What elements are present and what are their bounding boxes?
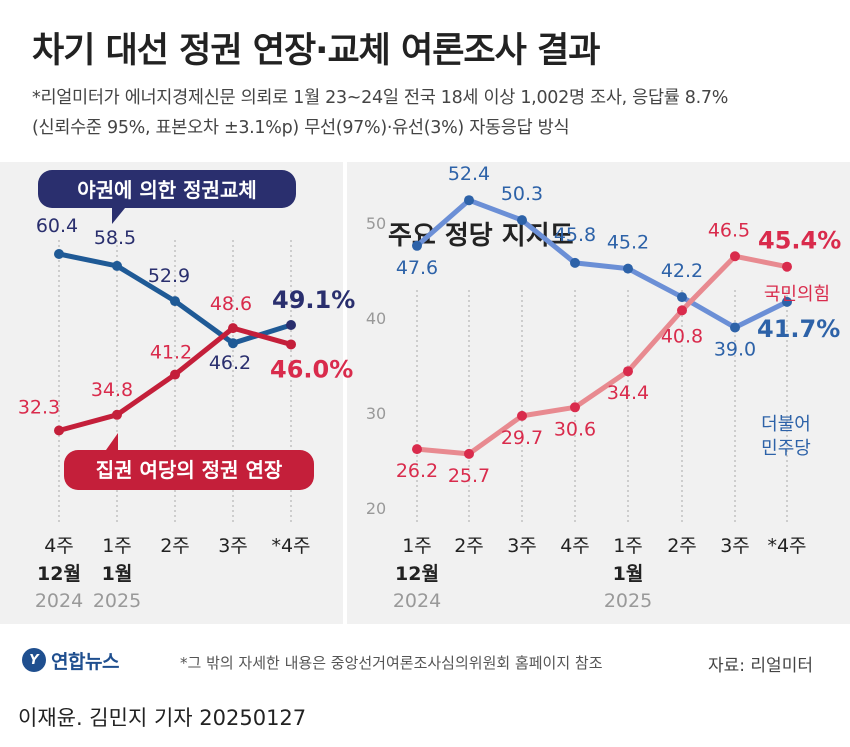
survey-note-line2: (신뢰수준 95%, 표본오차 ±3.1%p) 무선(97%)·유선(3%) 자… — [32, 118, 570, 138]
credit-line: 이재윤. 김민지 기자 20250127 — [18, 706, 307, 730]
yonhap-logo-mark: Y — [22, 648, 46, 672]
footer-note: *그 밖의 자세한 내용은 중앙선거여론조사심의위원회 홈페이지 참조 — [180, 654, 603, 672]
yonhap-logo: Y 연합뉴스 — [22, 646, 119, 674]
right-chart-panel — [347, 162, 850, 624]
page-title: 차기 대선 정권 연장·교체 여론조사 결과 — [32, 31, 600, 71]
source-label: 자료: 리얼미터 — [708, 656, 813, 676]
survey-note-line1: *리얼미터가 에너지경제신문 의뢰로 1월 23~24일 전국 18세 이상 1… — [32, 88, 729, 108]
left-chart-panel — [0, 162, 343, 624]
yonhap-logo-text: 연합뉴스 — [51, 650, 119, 673]
